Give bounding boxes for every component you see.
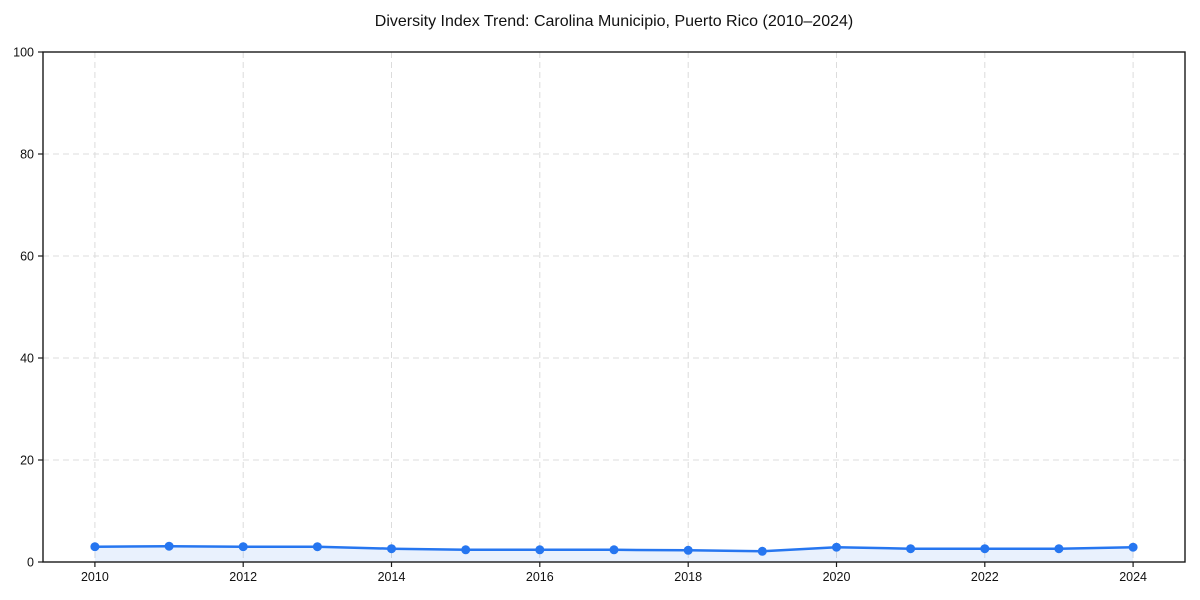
x-tick-label: 2014	[378, 570, 406, 584]
data-point-marker	[312, 542, 322, 552]
data-point-marker	[832, 542, 841, 552]
y-tick-label: 60	[20, 250, 34, 264]
data-point-marker	[164, 541, 174, 551]
x-tick-label: 2024	[1119, 570, 1147, 584]
data-point-marker	[238, 542, 248, 552]
data-point-marker	[980, 544, 990, 554]
y-tick-label: 80	[20, 148, 34, 162]
y-tick-label: 40	[20, 352, 34, 366]
x-tick-label: 2020	[823, 570, 851, 584]
data-point-marker	[90, 542, 100, 552]
data-point-marker	[387, 544, 396, 554]
x-tick-label: 2012	[229, 570, 257, 584]
y-tick-label: 0	[27, 556, 34, 570]
data-point-marker	[609, 545, 619, 555]
x-tick-label: 2010	[81, 570, 109, 584]
data-point-marker	[683, 545, 693, 555]
x-tick-label: 2016	[526, 570, 554, 584]
x-tick-label: 2022	[971, 570, 999, 584]
plot-border	[42, 51, 1186, 563]
chart-title: Diversity Index Trend: Carolina Municipi…	[374, 13, 854, 30]
data-point-marker	[1128, 542, 1138, 552]
x-tick-label: 2018	[674, 570, 702, 584]
y-tick-label: 100	[13, 46, 34, 60]
data-point-marker	[535, 545, 545, 555]
data-point-marker	[906, 544, 916, 554]
data-point-marker	[461, 545, 471, 555]
data-point-marker	[1054, 544, 1064, 554]
y-tick-label: 20	[20, 454, 34, 468]
data-point-marker	[757, 546, 767, 556]
